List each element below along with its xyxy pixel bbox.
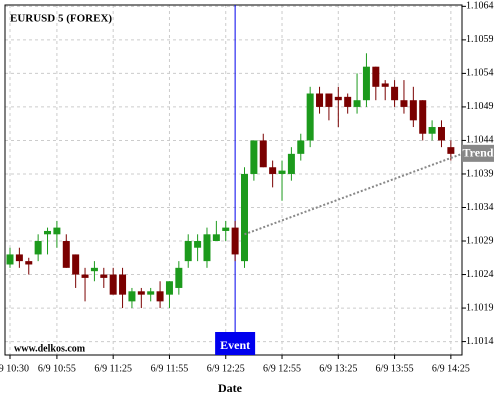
candle-body [212,234,220,242]
candle-body [90,267,98,272]
candle-body [34,241,42,255]
candle-body [109,274,117,295]
x-tick-label: 6/9 10:30 [0,363,29,374]
event-label-box [215,332,256,355]
x-tick-label: 6/9 14:25 [432,363,470,374]
candle-body [269,167,277,174]
candle-body [409,100,417,121]
candle-body [362,66,370,101]
candle-body [25,261,33,265]
y-tick-label: 1.1044 [466,135,494,146]
candle-body [6,254,14,265]
candle-body [344,96,352,107]
candle-body [400,100,408,107]
y-tick-label: 1.1054 [466,68,494,79]
x-tick-label: 6/9 13:25 [319,363,357,374]
y-tick-label: 1.1024 [466,269,494,280]
candle-body [334,96,342,101]
candle-body [241,173,248,262]
candle-body [231,227,239,255]
candle-body [203,234,211,262]
y-tick-label: 1.1049 [466,101,494,112]
x-tick-label: 6/9 12:25 [207,363,245,374]
candle-body [119,274,127,295]
candle-body [437,127,445,141]
candle-body [147,291,155,295]
candle-body [381,83,389,87]
x-tick-label: 6/9 10:55 [38,363,76,374]
candle-body [62,241,70,268]
x-tick-label: 6/9 11:25 [94,363,132,374]
candle-body [287,153,295,174]
y-tick-label: 1.1059 [466,34,494,45]
x-tick-label: 6/9 13:55 [376,363,414,374]
y-tick-label: 1.1034 [466,202,494,213]
candle-body [222,227,230,231]
candle-body [175,267,183,288]
candle-body [306,93,314,141]
watermark: www.delkos.com [14,343,86,354]
candle-body [297,140,305,154]
trend-label-box [462,144,494,162]
candle-body [184,241,192,262]
candle-body [100,274,108,278]
candle-body [44,230,52,235]
candle-body [419,100,427,134]
candle-body [128,291,136,302]
chart-title: EURUSD 5 (FOREX) [10,13,112,25]
x-tick-label: 6/9 11:55 [151,363,189,374]
trend-line [244,152,463,236]
candle-body [391,86,399,101]
candle-body [259,140,267,168]
trend-label: Trend [463,146,494,160]
candle-body [316,93,324,107]
y-tick-label: 1.1014 [466,336,494,347]
y-tick-label: 1.1019 [466,302,494,313]
candle-body [194,241,202,248]
y-tick-label: 1.1029 [466,235,494,246]
candle-body [165,281,173,295]
candle-body [372,66,380,87]
x-tick-label: 6/9 12:55 [263,363,301,374]
candle-body [250,140,258,174]
candle-body [447,147,455,154]
y-tick-label: 1.1039 [466,168,494,179]
y-tick-label: 1.1064 [466,1,494,12]
x-axis-label: Date [218,381,243,395]
event-label: Event [220,338,250,352]
candle-body [15,254,23,262]
candle-body [137,291,145,295]
candle-body [72,254,80,275]
candle-body [156,291,164,302]
candle-body [278,170,286,174]
candle-body [81,274,89,278]
candle-body [353,100,361,107]
candle-body [325,93,333,107]
candle-body [53,227,61,235]
candle-body [428,127,436,134]
